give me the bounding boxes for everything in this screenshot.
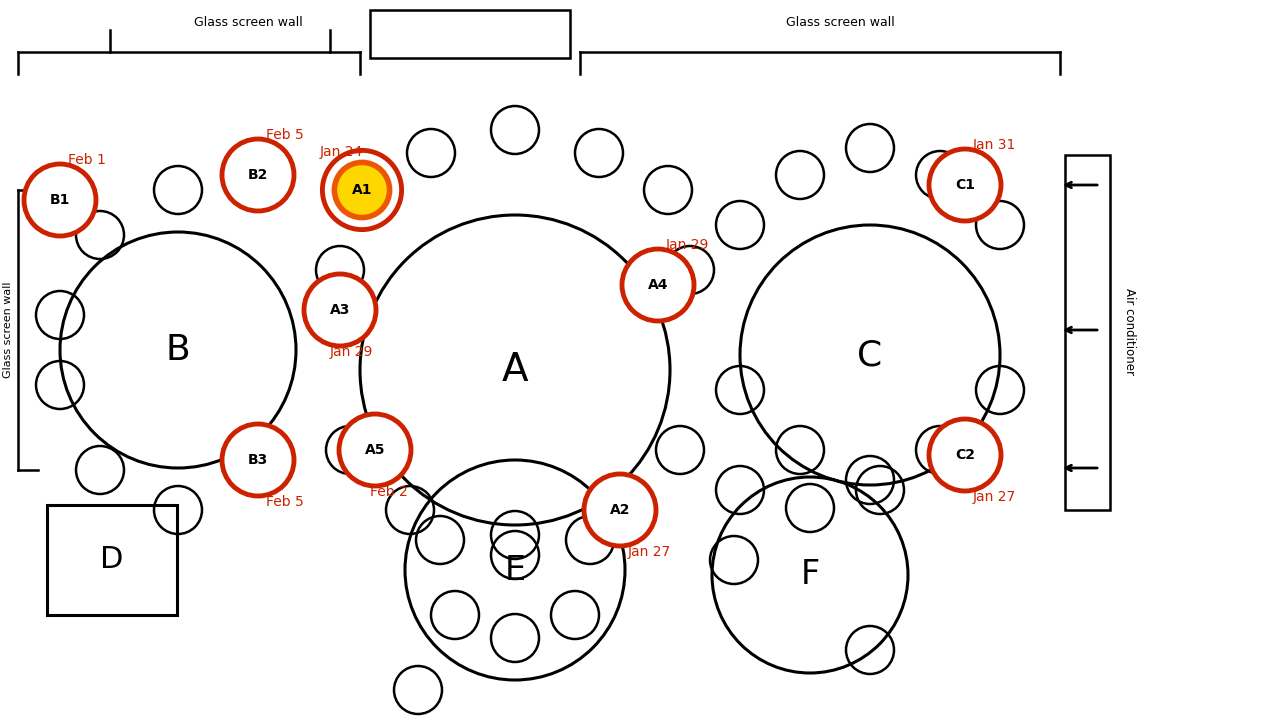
Bar	[1065, 155, 1110, 510]
Text: Glass screen wall: Glass screen wall	[193, 16, 302, 29]
Circle shape	[929, 149, 1001, 221]
Text: A1: A1	[352, 183, 372, 197]
Text: A: A	[502, 351, 529, 389]
Circle shape	[334, 163, 389, 217]
Text: Feb 1: Feb 1	[68, 153, 106, 167]
Text: F: F	[800, 559, 819, 592]
Circle shape	[221, 139, 294, 211]
Text: E: E	[504, 554, 526, 587]
Text: B1: B1	[50, 193, 70, 207]
Text: Feb 5: Feb 5	[266, 495, 303, 509]
Text: C1: C1	[955, 178, 975, 192]
Text: Glass screen wall: Glass screen wall	[786, 16, 895, 29]
Circle shape	[929, 419, 1001, 491]
Text: B2: B2	[248, 168, 269, 182]
Text: Air conditioner: Air conditioner	[1124, 289, 1137, 376]
Circle shape	[305, 274, 376, 346]
Text: Feb 5: Feb 5	[266, 128, 303, 142]
Text: Feb 2: Feb 2	[370, 485, 408, 499]
Text: C2: C2	[955, 448, 975, 462]
Text: Glass screen wall: Glass screen wall	[3, 282, 13, 378]
Text: Jan 29: Jan 29	[666, 238, 709, 252]
Text: A3: A3	[330, 303, 351, 317]
Text: B: B	[165, 333, 191, 367]
Circle shape	[622, 249, 694, 321]
Circle shape	[584, 474, 657, 546]
Text: A5: A5	[365, 443, 385, 457]
Circle shape	[221, 424, 294, 496]
Bar	[370, 10, 570, 58]
Text: Jan 29: Jan 29	[330, 345, 374, 359]
Bar	[47, 505, 177, 615]
Circle shape	[24, 164, 96, 236]
Text: Jan 27: Jan 27	[973, 490, 1016, 504]
Text: D: D	[100, 546, 124, 575]
Text: A2: A2	[609, 503, 630, 517]
Text: Jan 31: Jan 31	[973, 138, 1016, 152]
Text: C: C	[858, 338, 883, 372]
Text: A4: A4	[648, 278, 668, 292]
Text: Jan 24: Jan 24	[320, 145, 364, 159]
Text: B3: B3	[248, 453, 268, 467]
Circle shape	[339, 414, 411, 486]
Text: Jan 27: Jan 27	[628, 545, 671, 559]
